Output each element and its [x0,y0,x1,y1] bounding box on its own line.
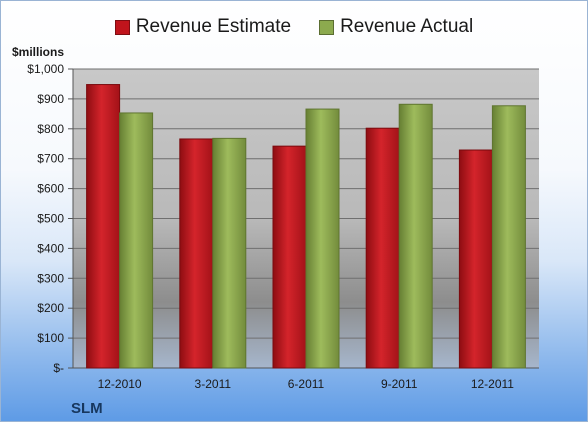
y-tick-label-6: $600 [37,182,64,196]
x-tick-label-1: 3-2011 [195,377,232,391]
bar-estimate-3 [365,127,400,369]
legend-label-estimate: Revenue Estimate [135,16,292,37]
legend-swatch-estimate [114,19,130,35]
legend-item-estimate: Revenue Estimate [114,16,292,38]
y-tick-label-8: $800 [37,122,64,136]
y-axis-unit-label: $millions [12,45,65,59]
y-tick-label-4: $400 [37,241,64,255]
y-tick-label-7: $700 [37,152,64,166]
bar-actual-3 [398,103,433,369]
bar-actual-1 [212,137,247,369]
y-tick-label-0: $- [53,361,64,375]
company-ticker: SLM [71,400,103,417]
y-tick-label-10: $1,000 [27,62,64,76]
bar-estimate-0 [86,84,121,369]
y-tick-label-1: $100 [37,331,64,345]
bar-estimate-2 [272,145,307,369]
bar-actual-0 [119,112,154,369]
x-tick-label-4: 12-2011 [471,377,514,391]
legend: Revenue Estimate Revenue Actual [1,16,587,38]
x-tick-label-0: 12-2010 [98,377,142,391]
y-tick-label-9: $900 [37,92,64,106]
bar-estimate-4 [458,149,493,369]
x-tick-label-3: 9-2011 [381,377,418,391]
bar-actual-4 [491,105,526,369]
y-tick-label-5: $500 [37,212,64,226]
bar-estimate-1 [179,138,214,369]
x-tick-label-2: 6-2011 [288,377,325,391]
legend-label-actual: Revenue Actual [340,16,474,37]
y-tick-label-3: $300 [37,271,64,285]
bar-actual-2 [305,108,340,369]
legend-swatch-actual [319,19,335,35]
y-tick-label-2: $200 [37,301,64,315]
legend-item-actual: Revenue Actual [319,16,473,38]
